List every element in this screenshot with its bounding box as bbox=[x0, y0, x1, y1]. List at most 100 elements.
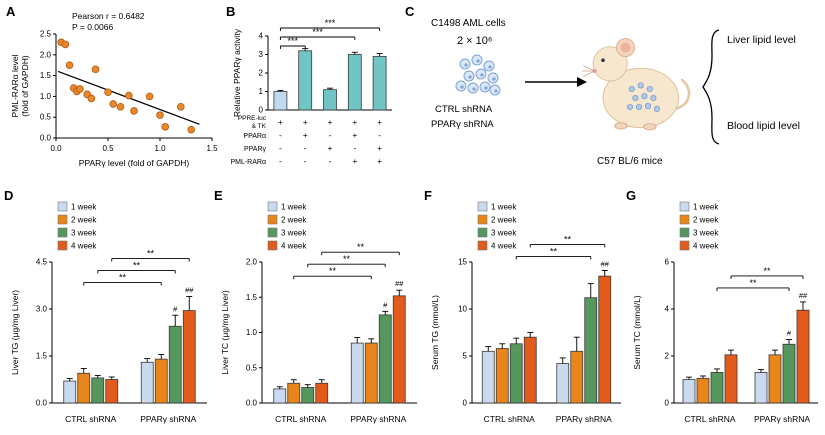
data-point bbox=[161, 122, 170, 131]
condition-sign: - bbox=[304, 143, 307, 153]
injection-arrow-icon bbox=[525, 77, 587, 87]
bar bbox=[754, 372, 768, 404]
y-axis-label: Serum TC (mmol/L) bbox=[632, 295, 642, 370]
panel-e: E 0.0 0.5 1.0 1.5 2.0 1 week 2 week 3 week 4 wee… bbox=[214, 188, 422, 434]
panel-b-letter: B bbox=[226, 4, 236, 19]
hash-annotation: ## bbox=[395, 279, 404, 288]
significance-stars: ** bbox=[357, 242, 365, 252]
y-tick-label: 1.0 bbox=[40, 92, 52, 101]
bar bbox=[768, 354, 782, 404]
legend-swatch bbox=[57, 227, 68, 238]
mouse-illustration bbox=[582, 38, 691, 131]
significance-stars: ** bbox=[119, 272, 127, 282]
legend-swatch bbox=[477, 227, 488, 238]
legend-swatch bbox=[477, 214, 488, 225]
ctrl-shrna-label: CTRL shRNA bbox=[435, 104, 493, 115]
y-axis-label: (fold of GAPDH) bbox=[20, 55, 30, 117]
y-tick-label: 1.5 bbox=[40, 71, 52, 80]
grouped-bar-chart-liver-tc: 0.0 0.5 1.0 1.5 2.0 1 week 2 week 3 week 4 week C… bbox=[220, 201, 417, 424]
bar bbox=[91, 377, 105, 404]
hash-annotation: ## bbox=[601, 259, 610, 268]
bar bbox=[273, 388, 287, 404]
y-tick-label: 2.5 bbox=[40, 30, 52, 39]
y-tick-label: 10 bbox=[458, 305, 467, 314]
significance-stars: ** bbox=[329, 266, 337, 276]
hash-annotation: ## bbox=[185, 285, 194, 294]
blood-readout-label: Blood lipid level bbox=[727, 120, 800, 132]
legend-label: 2 week bbox=[693, 216, 719, 225]
legend-swatch bbox=[679, 240, 690, 251]
significance-stars: ** bbox=[564, 234, 572, 244]
y-tick-label: 0.0 bbox=[40, 134, 52, 143]
aml-cells-label: C1498 AML cells bbox=[431, 18, 506, 29]
bar bbox=[154, 358, 168, 404]
legend-label: 4 week bbox=[71, 242, 97, 251]
y-tick-label: 2.0 bbox=[40, 50, 52, 59]
panel-d: D 0.0 1.5 3.0 4.5 1 week 2 week 3 week 4 week CT… bbox=[4, 188, 212, 434]
legend-label: 4 week bbox=[693, 242, 719, 251]
y-tick-label: 4 bbox=[665, 305, 670, 314]
x-tick-label: 0.0 bbox=[50, 144, 62, 153]
legend-label: 3 week bbox=[491, 229, 517, 238]
legend-label: 4 week bbox=[491, 242, 517, 251]
significance-stars: ** bbox=[147, 248, 155, 258]
condition-sign: + bbox=[278, 117, 283, 127]
data-point bbox=[187, 125, 196, 134]
legend-swatch bbox=[57, 201, 68, 212]
data-point bbox=[130, 107, 138, 115]
y-tick-label: 1.5 bbox=[36, 352, 48, 361]
panel-b: B 0 1 2 3 4 *** *** *** PPRE-luc & TK + + + + + PPARα - +… bbox=[226, 4, 398, 184]
y-tick-label: 1.0 bbox=[246, 328, 258, 337]
legend-swatch bbox=[267, 214, 278, 225]
bar bbox=[724, 354, 738, 404]
significance-stars: *** bbox=[312, 27, 323, 37]
bar bbox=[682, 379, 696, 404]
condition-label: PPARα bbox=[243, 133, 266, 140]
legend-label: 2 week bbox=[491, 216, 517, 225]
data-point bbox=[116, 103, 125, 111]
condition-sign: + bbox=[303, 117, 308, 127]
y-tick-label: 0.0 bbox=[246, 399, 258, 408]
grouped-bar-chart-liver-tg: 0.0 1.5 3.0 4.5 1 week 2 week 3 week 4 week CTRL… bbox=[10, 201, 207, 424]
y-axis-label: Liver TC (μg/mg Liver) bbox=[220, 290, 230, 375]
hash-annotation: # bbox=[787, 329, 792, 338]
bar bbox=[556, 363, 570, 404]
condition-sign: - bbox=[304, 156, 307, 166]
panel-g: G 0 2 4 6 1 week 2 week 3 week 4 week CTRL shRNA… bbox=[626, 188, 823, 434]
schematic-drawing bbox=[455, 29, 720, 145]
data-point bbox=[65, 61, 74, 69]
y-tick-label: 0 bbox=[259, 106, 264, 115]
condition-sign: + bbox=[377, 143, 382, 153]
panel-g-letter: G bbox=[626, 188, 637, 203]
significance-stars: ** bbox=[749, 278, 757, 288]
significance-stars: ** bbox=[133, 260, 141, 270]
x-tick-label: 0.5 bbox=[102, 144, 114, 153]
legend-label: 3 week bbox=[281, 229, 307, 238]
data-point bbox=[76, 85, 84, 93]
bar bbox=[710, 372, 724, 404]
condition-sign: + bbox=[328, 117, 333, 127]
bar bbox=[301, 387, 315, 404]
condition-label: PPARγ bbox=[244, 146, 267, 153]
y-tick-label: 3.0 bbox=[36, 305, 48, 314]
condition-sign: + bbox=[377, 156, 382, 166]
y-tick-label: 1.5 bbox=[246, 293, 258, 302]
condition-sign: + bbox=[352, 130, 357, 140]
bar bbox=[273, 91, 288, 111]
legend-swatch bbox=[477, 201, 488, 212]
group-label: CTRL shRNA bbox=[684, 414, 735, 424]
legend-swatch bbox=[57, 240, 68, 251]
y-tick-label: 2 bbox=[665, 352, 670, 361]
condition-sign: - bbox=[329, 156, 332, 166]
significance-stars: *** bbox=[325, 18, 336, 28]
curly-brace-icon bbox=[702, 29, 720, 145]
data-point bbox=[61, 40, 70, 49]
liver-readout-label: Liver lipid level bbox=[727, 34, 796, 46]
stat-annotation: Pearson r = 0.6482 bbox=[72, 11, 145, 21]
panel-c-letter: C bbox=[405, 4, 415, 19]
y-axis-label: Liver TG (μg/mg Liver) bbox=[10, 290, 20, 375]
panel-d-letter: D bbox=[4, 188, 14, 203]
legend-swatch bbox=[267, 240, 278, 251]
